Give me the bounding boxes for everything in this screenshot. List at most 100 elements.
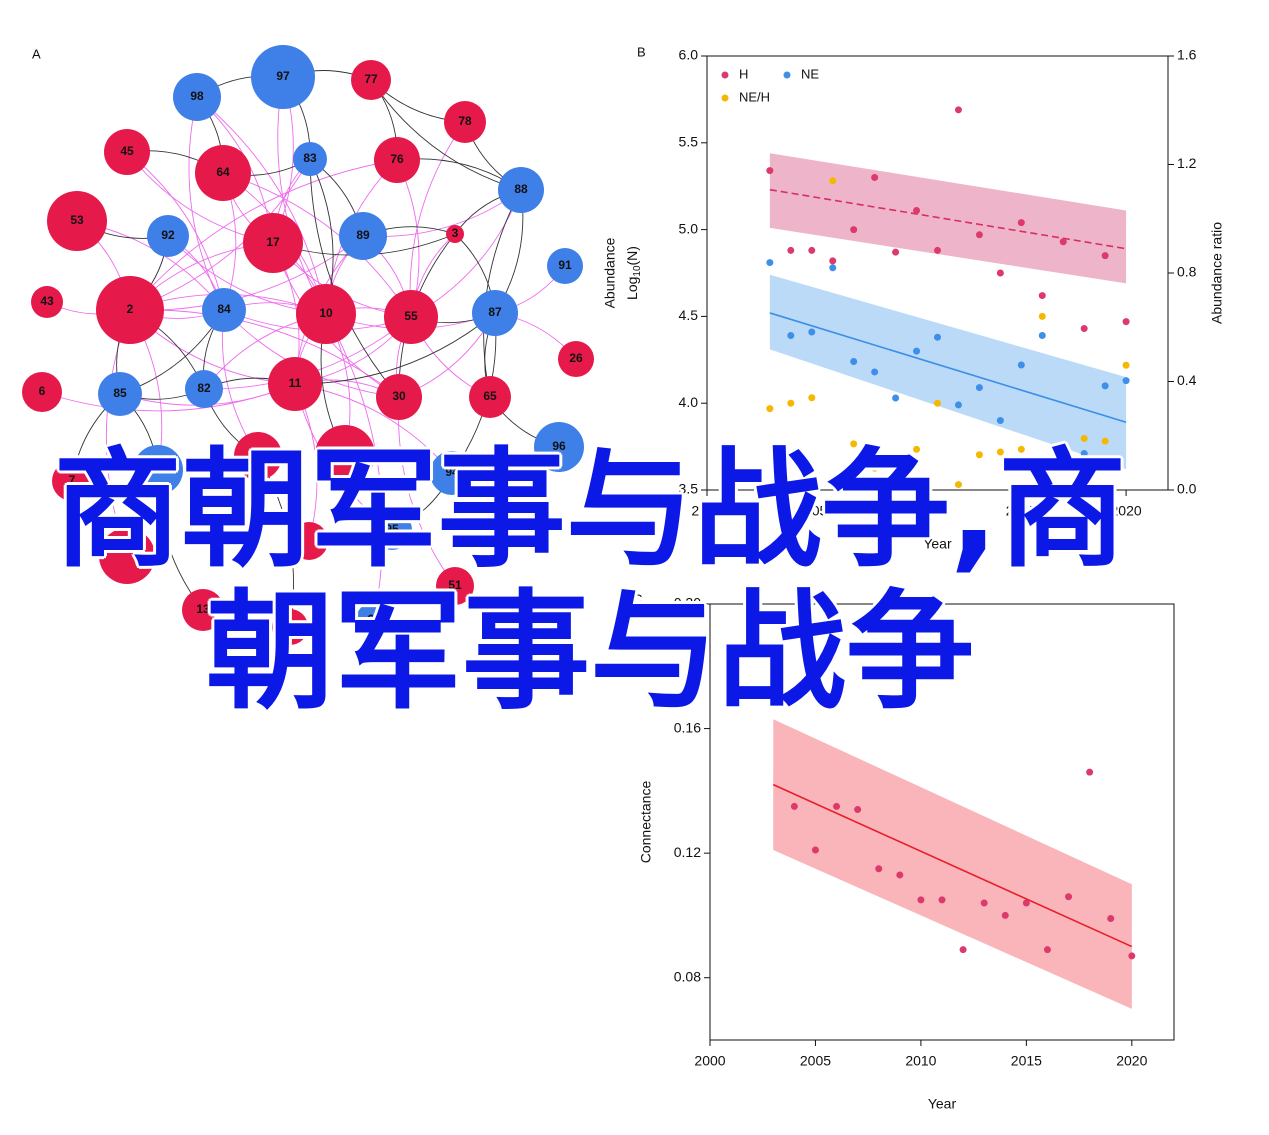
panel-label: C xyxy=(633,591,642,606)
data-point xyxy=(829,264,837,272)
node-label: 64 xyxy=(216,165,230,179)
y-tick-label: 4.5 xyxy=(679,307,699,323)
data-point xyxy=(1059,443,1067,451)
data-point xyxy=(1017,219,1025,227)
network-edge xyxy=(188,96,225,311)
network-node xyxy=(372,510,412,550)
network-node xyxy=(547,248,583,284)
node-label: 43 xyxy=(40,294,54,308)
network-node xyxy=(185,370,223,408)
y-tick-label: 6.0 xyxy=(679,47,699,63)
network-node xyxy=(356,602,392,638)
data-point xyxy=(875,865,883,873)
x-tick-label: 2000 xyxy=(691,503,722,519)
data-point xyxy=(833,802,841,810)
node-label: 30 xyxy=(392,389,406,403)
node-label: 91 xyxy=(558,258,572,272)
node-label: 97 xyxy=(276,69,290,83)
network-node xyxy=(376,374,422,420)
confidence-band xyxy=(769,274,1127,470)
network-node xyxy=(534,422,584,472)
data-point xyxy=(854,806,862,814)
network-node xyxy=(374,137,420,183)
node-label: 3 xyxy=(452,226,459,240)
node-label: 85 xyxy=(113,386,127,400)
plot-frame xyxy=(709,603,1175,1041)
network-edge xyxy=(483,189,522,398)
data-point xyxy=(934,333,941,341)
legend-marker xyxy=(721,71,729,79)
data-point xyxy=(913,445,921,453)
network-edge xyxy=(370,79,522,191)
x-tick-label: 2015 xyxy=(1006,503,1037,519)
data-point xyxy=(996,448,1004,456)
x-tick-label: 2005 xyxy=(800,1053,831,1069)
legend-label: NE/H xyxy=(739,89,770,104)
node-label: 55 xyxy=(404,309,418,323)
data-point xyxy=(975,384,983,392)
data-point xyxy=(871,464,879,472)
data-point xyxy=(892,248,900,256)
y-axis-label-part: 10 xyxy=(632,265,643,277)
data-point xyxy=(1038,312,1046,320)
y2-axis-label: Abundance ratio xyxy=(1209,222,1225,324)
node-label: 51 xyxy=(448,578,462,592)
network-node xyxy=(96,276,164,344)
network-node xyxy=(446,225,464,243)
legend-marker xyxy=(721,94,729,102)
data-point xyxy=(934,246,941,254)
legend-marker xyxy=(783,71,791,79)
data-point xyxy=(954,401,962,409)
legend-label: H xyxy=(739,66,748,81)
y2-tick-label: 1.6 xyxy=(1177,47,1197,63)
data-point xyxy=(1038,331,1046,339)
data-point xyxy=(959,946,967,954)
data-point xyxy=(1107,915,1115,923)
data-point xyxy=(1128,952,1136,960)
network-node xyxy=(251,45,315,109)
network-node xyxy=(430,451,474,495)
network-node xyxy=(268,357,322,411)
node-label: 95 xyxy=(385,522,399,536)
network-node xyxy=(558,341,594,377)
y2-tick-label: 0.8 xyxy=(1177,264,1197,280)
network-node xyxy=(290,522,328,560)
network-node xyxy=(498,505,534,541)
network-node xyxy=(147,215,189,257)
network-node xyxy=(52,461,92,501)
network-node xyxy=(195,145,251,201)
fit-line xyxy=(772,783,1133,948)
data-point xyxy=(829,177,837,185)
y-tick-label: 4.0 xyxy=(679,394,699,410)
node-label: 60 xyxy=(367,612,381,626)
y-tick-label: 3.5 xyxy=(679,481,699,497)
node-label: 96 xyxy=(552,439,566,453)
x-tick-label: 2020 xyxy=(1111,503,1142,519)
data-point xyxy=(1101,437,1109,445)
node-label: 6 xyxy=(39,384,46,398)
x-axis-label: Year xyxy=(923,536,952,552)
network-edge xyxy=(129,159,398,311)
data-point xyxy=(871,368,879,376)
data-point xyxy=(996,417,1004,425)
node-label: 78 xyxy=(458,114,472,128)
data-point xyxy=(1122,361,1130,369)
network-node xyxy=(243,213,303,273)
data-point xyxy=(769,609,777,617)
data-point xyxy=(975,231,983,239)
panel-label: A xyxy=(32,46,41,61)
data-point xyxy=(1043,946,1051,954)
data-point xyxy=(1101,252,1109,260)
fit-line xyxy=(769,312,1127,424)
node-label: 61 xyxy=(509,515,523,529)
fit-line xyxy=(769,188,1127,250)
network-edge xyxy=(129,309,400,398)
x-axis-label: Year xyxy=(928,1096,957,1112)
node-label: 10 xyxy=(319,306,333,320)
network-node xyxy=(31,286,63,318)
y-tick-label: 0.16 xyxy=(674,719,701,735)
data-point xyxy=(954,106,962,114)
network-node xyxy=(293,142,327,176)
